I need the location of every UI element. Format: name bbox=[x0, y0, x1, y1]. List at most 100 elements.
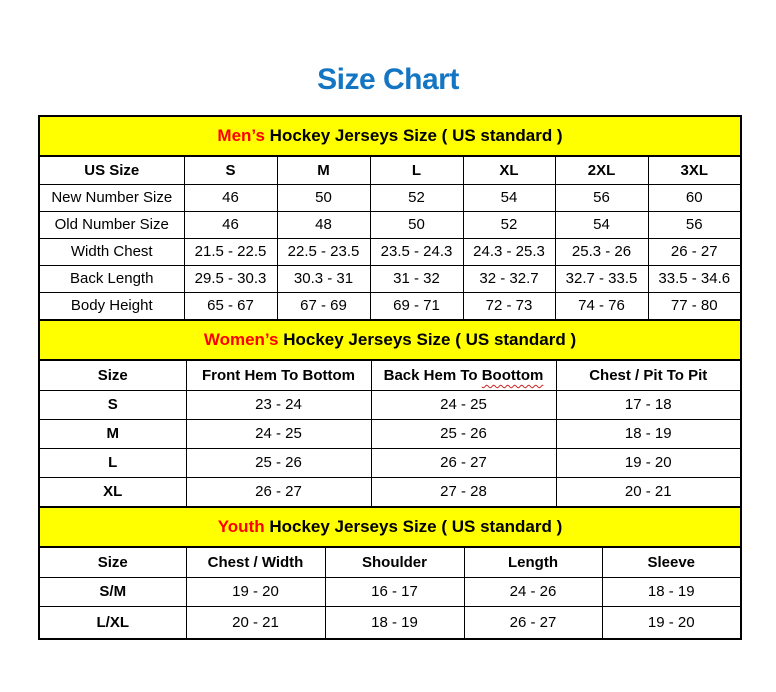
cell-value: 16 - 17 bbox=[324, 576, 465, 607]
cell-value: 72 - 73 bbox=[462, 291, 556, 320]
mens-header-row: US Size S M L XL 2XL 3XL bbox=[39, 156, 741, 185]
row-label: XL bbox=[39, 476, 187, 507]
table-row: Old Number Size 46 48 50 52 54 56 bbox=[39, 210, 741, 239]
column-header: Shoulder bbox=[324, 547, 465, 578]
cell-value: 52 bbox=[369, 183, 464, 212]
table-row: New Number Size 46 50 52 54 56 60 bbox=[39, 183, 741, 212]
cell-value: 19 - 20 bbox=[555, 447, 741, 478]
row-label: New Number Size bbox=[39, 183, 185, 212]
cell-value: 20 - 21 bbox=[185, 605, 326, 639]
cell-value: 54 bbox=[462, 183, 556, 212]
row-label: L bbox=[39, 447, 187, 478]
cell-value: 69 - 71 bbox=[369, 291, 464, 320]
cell-value: 24 - 25 bbox=[370, 389, 557, 420]
column-header: S bbox=[183, 156, 278, 185]
cell-value: 31 - 32 bbox=[369, 264, 464, 293]
table-row: S 23 - 24 24 - 25 17 - 18 bbox=[39, 389, 741, 420]
column-header: L bbox=[369, 156, 464, 185]
cell-value: 26 - 27 bbox=[647, 237, 741, 266]
column-header: 3XL bbox=[647, 156, 741, 185]
cell-value: 32.7 - 33.5 bbox=[554, 264, 649, 293]
youth-header-row: Size Chest / Width Shoulder Length Sleev… bbox=[39, 547, 741, 578]
column-header: Size bbox=[39, 360, 187, 391]
cell-value: 56 bbox=[554, 183, 649, 212]
cell-value: 67 - 69 bbox=[276, 291, 371, 320]
cell-value: 22.5 - 23.5 bbox=[276, 237, 371, 266]
cell-value: 74 - 76 bbox=[554, 291, 649, 320]
table-row: XL 26 - 27 27 - 28 20 - 21 bbox=[39, 476, 741, 507]
misspelled-word: Boottom bbox=[481, 366, 544, 384]
womens-section-header: Women’s Hockey Jerseys Size ( US standar… bbox=[40, 319, 740, 361]
cell-value: 24.3 - 25.3 bbox=[462, 237, 556, 266]
table-row: L 25 - 26 26 - 27 19 - 20 bbox=[39, 447, 741, 478]
mens-size-table: US Size S M L XL 2XL 3XL New Number Size… bbox=[39, 156, 741, 320]
cell-value: 19 - 20 bbox=[185, 576, 326, 607]
cell-value: 54 bbox=[554, 210, 649, 239]
womens-highlight-label: Women’s bbox=[203, 330, 279, 349]
cell-value: 21.5 - 22.5 bbox=[183, 237, 278, 266]
size-chart-frame: Men’s Hockey Jerseys Size ( US standard … bbox=[38, 115, 742, 640]
cell-value: 19 - 20 bbox=[601, 605, 741, 639]
cell-value: 25.3 - 26 bbox=[554, 237, 649, 266]
column-header: Back Hem To Boottom bbox=[370, 360, 557, 391]
column-header: 2XL bbox=[554, 156, 649, 185]
cell-value: 26 - 27 bbox=[370, 447, 557, 478]
row-label: S/M bbox=[39, 576, 187, 607]
cell-value: 18 - 19 bbox=[601, 576, 741, 607]
row-label: Body Height bbox=[39, 291, 185, 320]
table-row: Width Chest 21.5 - 22.5 22.5 - 23.5 23.5… bbox=[39, 237, 741, 266]
column-header: Sleeve bbox=[601, 547, 741, 578]
column-header: Chest / Pit To Pit bbox=[555, 360, 741, 391]
cell-value: 18 - 19 bbox=[555, 418, 741, 449]
cell-value: 17 - 18 bbox=[555, 389, 741, 420]
cell-value: 33.5 - 34.6 bbox=[647, 264, 741, 293]
row-label: Width Chest bbox=[39, 237, 185, 266]
mens-section-header: Men’s Hockey Jerseys Size ( US standard … bbox=[40, 117, 740, 157]
column-header: US Size bbox=[39, 156, 185, 185]
page-title: Size Chart bbox=[317, 63, 459, 96]
cell-value: 25 - 26 bbox=[185, 447, 372, 478]
youth-header-rest: Hockey Jerseys Size ( US standard ) bbox=[264, 517, 563, 536]
column-header: Size bbox=[39, 547, 187, 578]
cell-value: 25 - 26 bbox=[370, 418, 557, 449]
cell-value: 23 - 24 bbox=[185, 389, 372, 420]
cell-value: 24 - 25 bbox=[185, 418, 372, 449]
womens-size-table: Size Front Hem To Bottom Back Hem To Boo… bbox=[39, 360, 741, 507]
cell-value: 26 - 27 bbox=[463, 605, 603, 639]
cell-value: 46 bbox=[183, 183, 278, 212]
column-header: Front Hem To Bottom bbox=[185, 360, 372, 391]
cell-value: 50 bbox=[276, 183, 371, 212]
row-label: M bbox=[39, 418, 187, 449]
cell-value: 65 - 67 bbox=[183, 291, 278, 320]
cell-value: 18 - 19 bbox=[324, 605, 465, 639]
table-row: S/M 19 - 20 16 - 17 24 - 26 18 - 19 bbox=[39, 576, 741, 607]
table-row: Back Length 29.5 - 30.3 30.3 - 31 31 - 3… bbox=[39, 264, 741, 293]
cell-value: 77 - 80 bbox=[647, 291, 741, 320]
cell-value: 46 bbox=[183, 210, 278, 239]
row-label: S bbox=[39, 389, 187, 420]
cell-value: 27 - 28 bbox=[370, 476, 557, 507]
row-label: L/XL bbox=[39, 605, 187, 639]
row-label: Back Length bbox=[39, 264, 185, 293]
cell-value: 52 bbox=[462, 210, 556, 239]
cell-value: 30.3 - 31 bbox=[276, 264, 371, 293]
table-row: Body Height 65 - 67 67 - 69 69 - 71 72 -… bbox=[39, 291, 741, 320]
womens-header-row: Size Front Hem To Bottom Back Hem To Boo… bbox=[39, 360, 741, 391]
cell-value: 26 - 27 bbox=[185, 476, 372, 507]
mens-highlight-label: Men’s bbox=[217, 126, 265, 145]
cell-value: 20 - 21 bbox=[555, 476, 741, 507]
column-header: XL bbox=[462, 156, 556, 185]
row-label: Old Number Size bbox=[39, 210, 185, 239]
cell-value: 48 bbox=[276, 210, 371, 239]
mens-header-rest: Hockey Jerseys Size ( US standard ) bbox=[264, 126, 563, 145]
column-header: Length bbox=[463, 547, 603, 578]
column-header: M bbox=[276, 156, 371, 185]
column-header-text: Back Hem To bbox=[383, 366, 482, 384]
cell-value: 23.5 - 24.3 bbox=[369, 237, 464, 266]
cell-value: 60 bbox=[647, 183, 741, 212]
cell-value: 56 bbox=[647, 210, 741, 239]
column-header: Chest / Width bbox=[185, 547, 326, 578]
womens-header-rest: Hockey Jerseys Size ( US standard ) bbox=[278, 330, 577, 349]
cell-value: 29.5 - 30.3 bbox=[183, 264, 278, 293]
